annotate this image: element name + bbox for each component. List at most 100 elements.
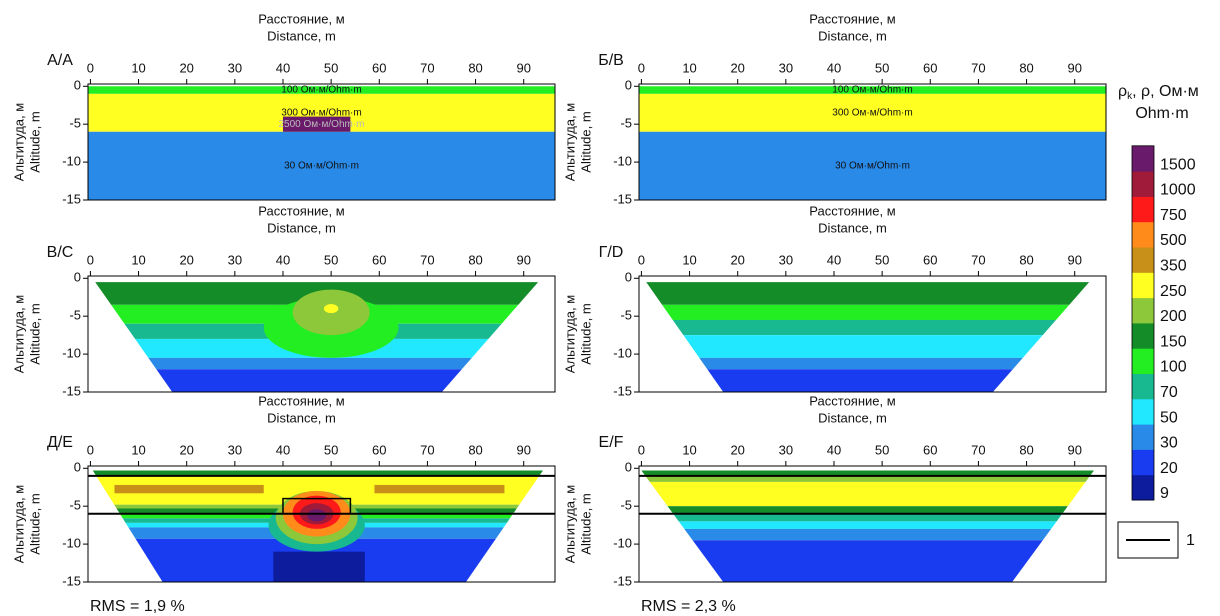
- y-tick-label: -10: [613, 536, 632, 551]
- x-tick-label: 30: [779, 442, 793, 457]
- x-tick-label: 90: [516, 442, 530, 457]
- x-tick-label: 40: [827, 60, 841, 75]
- colorbar-tick-label: 1000: [1160, 182, 1196, 199]
- x-tick-label: 90: [516, 60, 530, 75]
- panel-label: Б/B: [598, 52, 624, 69]
- anomaly: [307, 509, 327, 522]
- colorbar-tick-label: 30: [1160, 435, 1178, 452]
- x-tick-label: 60: [372, 252, 386, 267]
- x-tick-label: 70: [971, 252, 985, 267]
- x-tick-label: 20: [179, 60, 193, 75]
- panel-label: Г/D: [599, 244, 624, 261]
- y-tick-label: -10: [613, 154, 632, 169]
- x-tick-label: 40: [276, 442, 290, 457]
- colorbar-swatch: [1132, 348, 1154, 374]
- x-tick-label: 10: [682, 252, 696, 267]
- x-tick-label: 50: [875, 252, 889, 267]
- x-tick-label: 60: [923, 442, 937, 457]
- colorbar-swatch: [1132, 424, 1154, 450]
- colorbar-subtitle: Ohm·m: [1135, 105, 1188, 122]
- y-axis-title: Альтитуда, м: [562, 103, 577, 181]
- x-tick-label: 50: [324, 60, 338, 75]
- y-axis-title: Альтитуда, м: [11, 103, 26, 181]
- x-tick-label: 50: [324, 252, 338, 267]
- colorbar-swatch: [1132, 474, 1154, 501]
- layer-label: 30 Ом·м/Ohm·m: [835, 161, 910, 172]
- x-tick-label: 40: [827, 442, 841, 457]
- x-tick-label: 70: [971, 60, 985, 75]
- colorbar-swatch: [1132, 171, 1154, 197]
- x-tick-label: 70: [971, 442, 985, 457]
- x-tick-label: 40: [276, 60, 290, 75]
- colorbar-tick-label: 9: [1160, 485, 1169, 502]
- y-tick-label: -5: [69, 308, 81, 323]
- colorbar-tick-label: 70: [1160, 384, 1178, 401]
- y-axis-title: Альтитуда, м: [562, 295, 577, 373]
- layer: [641, 506, 1094, 514]
- x-tick-label: 80: [1019, 60, 1033, 75]
- y-axis-title: Альтитуда, м: [562, 485, 577, 563]
- layer: [639, 131, 1106, 200]
- layer: [92, 470, 543, 476]
- panel-label: В/C: [47, 244, 74, 261]
- y-tick-label: -15: [62, 383, 81, 398]
- x-tick-label: 30: [779, 252, 793, 267]
- layer: [88, 86, 555, 94]
- x-axis-title: Расстояние, м: [258, 11, 344, 26]
- y-axis-title: Altitude, m: [27, 111, 42, 172]
- layer-label: 300 Ом·м/Ohm·m: [832, 107, 912, 118]
- y-axis-title: Альтитуда, м: [11, 295, 26, 373]
- x-tick-label: 20: [730, 442, 744, 457]
- x-tick-label: 90: [1067, 60, 1081, 75]
- colorbar-title: ρk, ρ, Ом·м: [1118, 83, 1199, 101]
- y-tick-label: -15: [62, 573, 81, 588]
- y-tick-label: -15: [613, 573, 632, 588]
- plot-frame: [87, 275, 556, 393]
- x-tick-label: 0: [87, 60, 94, 75]
- y-tick-label: -15: [62, 191, 81, 206]
- x-axis-title: Distance, m: [818, 220, 887, 235]
- x-tick-label: 0: [87, 252, 94, 267]
- y-tick-label: 0: [74, 270, 81, 285]
- x-tick-label: 0: [638, 252, 645, 267]
- colorbar-swatch: [1132, 449, 1154, 476]
- y-tick-label: -10: [613, 346, 632, 361]
- x-axis-title: Distance, m: [818, 410, 887, 425]
- y-tick-label: 0: [74, 460, 81, 475]
- y-tick-label: -15: [613, 191, 632, 206]
- layer: [88, 131, 555, 200]
- plot-frame: [87, 83, 556, 201]
- x-axis-title: Distance, m: [818, 28, 887, 43]
- x-tick-label: 80: [468, 252, 482, 267]
- panel-label: Е/F: [599, 434, 624, 451]
- layer: [641, 475, 1094, 482]
- y-axis-title: Altitude, m: [578, 111, 593, 172]
- x-tick-label: 40: [276, 252, 290, 267]
- colorbar-tick-label: 20: [1160, 460, 1178, 477]
- section-plot: [92, 470, 543, 582]
- layer: [646, 304, 1090, 320]
- layer: [95, 369, 539, 392]
- panel-label: А/А: [47, 52, 73, 69]
- x-tick-label: 40: [827, 252, 841, 267]
- y-tick-label: 0: [625, 460, 632, 475]
- x-tick-label: 30: [779, 60, 793, 75]
- colorbar-tick-label: 750: [1160, 207, 1187, 224]
- x-axis-title: Расстояние, м: [809, 393, 895, 408]
- plot-frame: [87, 465, 556, 583]
- y-tick-label: -15: [613, 383, 632, 398]
- y-axis-title: Altitude, m: [578, 303, 593, 364]
- colorbar-swatch: [1132, 398, 1154, 425]
- x-axis-title: Distance, m: [267, 28, 336, 43]
- x-tick-label: 20: [179, 442, 193, 457]
- x-tick-label: 0: [87, 442, 94, 457]
- x-tick-label: 30: [228, 252, 242, 267]
- layer: [646, 335, 1090, 358]
- x-tick-label: 60: [372, 442, 386, 457]
- x-tick-label: 80: [1019, 442, 1033, 457]
- colorbar-tick-label: 1500: [1160, 156, 1196, 173]
- y-tick-label: -10: [62, 346, 81, 361]
- layer: [639, 93, 1106, 132]
- rms-label: RMS = 1,9 %: [90, 598, 185, 615]
- y-tick-label: 0: [74, 78, 81, 93]
